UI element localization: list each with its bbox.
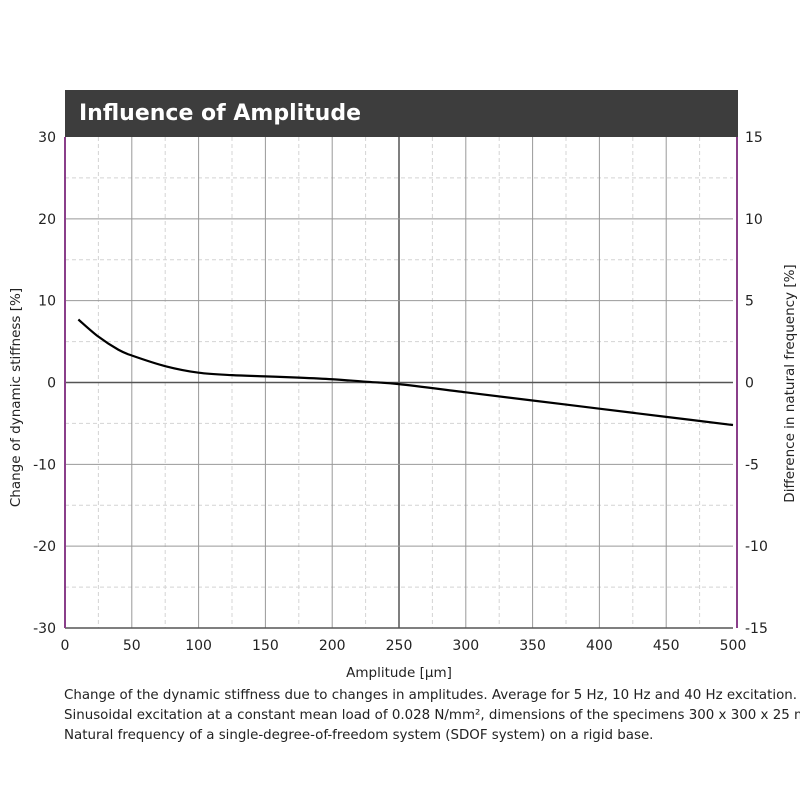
y2-tick-label: 0 bbox=[745, 376, 754, 392]
y-tick-label: -30 bbox=[33, 621, 56, 637]
x-tick-label: 400 bbox=[586, 638, 613, 654]
y-tick-label: 30 bbox=[38, 130, 56, 146]
y-tick-label: 0 bbox=[47, 376, 56, 392]
y2-tick-label: 15 bbox=[745, 130, 763, 146]
x-tick-label: 500 bbox=[720, 638, 747, 654]
x-tick-label: 50 bbox=[123, 638, 141, 654]
y2-tick-label: -5 bbox=[745, 457, 759, 473]
y-axis-label: Change of dynamic stiffness [%] bbox=[8, 288, 24, 507]
x-tick-label: 350 bbox=[519, 638, 546, 654]
y2-tick-label: 10 bbox=[745, 212, 763, 228]
y-tick-label: 10 bbox=[38, 294, 56, 310]
x-tick-label: 250 bbox=[386, 638, 413, 654]
x-tick-label: 200 bbox=[319, 638, 346, 654]
caption-line: Change of the dynamic stiffness due to c… bbox=[64, 688, 798, 703]
x-tick-label: 100 bbox=[185, 638, 212, 654]
caption: Change of the dynamic stiffness due to c… bbox=[64, 686, 800, 746]
chart: 0 50 100 150 200 250 300 350 400 450 5003020100-10… bbox=[8, 130, 798, 681]
y2-tick-label: 5 bbox=[745, 294, 754, 310]
y-tick-label: -20 bbox=[33, 539, 56, 555]
y-tick-label: 20 bbox=[38, 212, 56, 228]
x-tick-label: 300 bbox=[452, 638, 479, 654]
x-tick-label: 450 bbox=[653, 638, 680, 654]
caption-line: Sinusoidal excitation at a constant mean… bbox=[64, 708, 800, 723]
series-line bbox=[77, 318, 734, 427]
x-tick-label: 0 bbox=[61, 638, 70, 654]
x-axis-label: Amplitude [µm] bbox=[346, 665, 452, 681]
y2-tick-label: -15 bbox=[745, 621, 768, 637]
x-tick-label: 150 bbox=[252, 638, 279, 654]
y2-axis-label: Difference in natural frequency [%] bbox=[782, 264, 798, 502]
chart-title: Influence of Amplitude bbox=[65, 90, 738, 137]
caption-line: Natural frequency of a single-degree-of-… bbox=[64, 728, 654, 743]
y-tick-label: -10 bbox=[33, 457, 56, 473]
y2-tick-label: -10 bbox=[745, 539, 768, 555]
